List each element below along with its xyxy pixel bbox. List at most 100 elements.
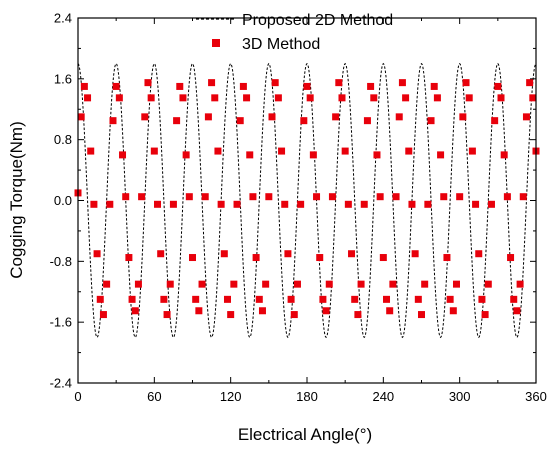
series-3d-point xyxy=(163,311,171,319)
series-3d-point xyxy=(227,311,235,319)
x-tick-label: 180 xyxy=(296,389,318,404)
series-3d-point xyxy=(322,307,330,315)
series-3d-point xyxy=(306,94,314,102)
series-3d-point xyxy=(319,295,327,303)
series-3d-point xyxy=(328,193,336,201)
series-3d-point xyxy=(414,295,422,303)
series-3d-point xyxy=(478,295,486,303)
y-tick-label: 1.6 xyxy=(54,71,72,86)
y-tick-label: 0.8 xyxy=(54,132,72,147)
x-tick-label: 120 xyxy=(220,389,242,404)
series-3d-point xyxy=(293,280,301,288)
series-3d-point xyxy=(500,151,508,159)
series-3d-point xyxy=(383,295,391,303)
series-3d-point xyxy=(484,280,492,288)
series-proposed-2d-line xyxy=(77,62,537,339)
series-3d-point xyxy=(166,280,174,288)
series-3d-point xyxy=(370,94,378,102)
series-3d-point xyxy=(481,311,489,319)
series-3d-point xyxy=(274,94,282,102)
series-3d-point xyxy=(424,200,432,208)
series-3d-point xyxy=(418,311,425,319)
series-3d-point xyxy=(119,151,127,159)
x-tick-label: 0 xyxy=(74,389,81,404)
series-3d-point xyxy=(287,295,295,303)
series-3d-point xyxy=(443,254,451,262)
series-3d-point xyxy=(217,200,225,208)
series-3d-point xyxy=(522,113,530,121)
series-3d-point xyxy=(93,250,101,258)
series-3d-point xyxy=(427,117,435,125)
series-3d-point xyxy=(201,193,209,201)
series-3d-point xyxy=(96,295,104,303)
series-3d-point xyxy=(468,147,476,155)
series-3d-point xyxy=(449,307,457,315)
series-3d-point xyxy=(300,117,308,125)
plot-frame xyxy=(77,17,537,384)
series-3d-point xyxy=(373,151,381,159)
series-3d-point xyxy=(433,94,441,102)
series-3d-point xyxy=(128,295,136,303)
series-3d-point xyxy=(179,94,187,102)
series-3d-point xyxy=(103,280,111,288)
series-3d-point xyxy=(249,193,257,201)
y-axis-title: Cogging Torque(Nm) xyxy=(7,121,26,278)
series-3d-point xyxy=(459,113,467,121)
series-3d-point xyxy=(510,295,518,303)
y-tick-label: 2.4 xyxy=(54,11,72,26)
series-3d-point xyxy=(395,113,403,121)
series-3d-point xyxy=(246,151,254,159)
series-3d-point xyxy=(408,200,416,208)
series-3d-point xyxy=(160,295,168,303)
series-3d-point xyxy=(475,250,483,258)
series-3d-point xyxy=(335,79,343,87)
series-3d-point xyxy=(354,311,362,319)
series-3d-point xyxy=(452,280,460,288)
series-3d-point xyxy=(437,151,445,159)
series-3d-point xyxy=(526,79,534,87)
y-tick-label: 0.0 xyxy=(54,193,72,208)
series-3d-point xyxy=(243,94,251,102)
series-3d-point xyxy=(258,307,266,315)
legend: Proposed 2D Method 3D Method xyxy=(196,12,393,53)
series-3d-point xyxy=(516,280,524,288)
x-axis-title: Electrical Angle(°) xyxy=(238,425,372,444)
series-3d-point xyxy=(154,200,162,208)
series-3d-point xyxy=(363,117,371,125)
series-3d-point xyxy=(513,307,521,315)
series-3d-point xyxy=(208,79,216,87)
series-3d-point xyxy=(491,117,499,125)
series-3d-point xyxy=(138,193,146,201)
x-tick-label: 360 xyxy=(525,389,547,404)
series-3d-point xyxy=(255,295,263,303)
series-3d-point xyxy=(122,193,130,201)
series-3d-point xyxy=(360,200,368,208)
series-3d-point xyxy=(379,254,387,262)
series-3d-point xyxy=(411,250,419,258)
series-3d-point xyxy=(440,193,448,201)
series-3d-point xyxy=(446,295,454,303)
legend-label-2d: Proposed 2D Method xyxy=(242,12,393,29)
series-3d-point xyxy=(357,280,365,288)
series-3d-point xyxy=(80,82,88,90)
series-3d-point xyxy=(157,250,165,258)
series-3d-point xyxy=(252,254,260,262)
legend-marker-swatch xyxy=(212,39,220,47)
y-tick-label: -1.6 xyxy=(50,315,72,330)
series-3d-point xyxy=(456,193,464,201)
series-3d-point xyxy=(519,193,527,201)
series-3d-point xyxy=(465,94,473,102)
axis-ticks: 0 60 120 180 240 300 360 -2.4 -1.6 -0.8 0.0 0.8 1.6 2… xyxy=(50,11,547,405)
series-3d-point xyxy=(376,193,384,201)
series-3d-point xyxy=(392,193,400,201)
series-3d-point xyxy=(325,280,333,288)
series-3d-point xyxy=(176,82,184,90)
series-3d-point xyxy=(77,113,85,121)
series-3d-point xyxy=(230,280,238,288)
series-3d-point xyxy=(402,94,410,102)
y-tick-label: -2.4 xyxy=(50,376,72,391)
series-3d-point xyxy=(134,280,142,288)
series-3d-point xyxy=(125,254,133,262)
series-3d-point xyxy=(265,193,273,201)
